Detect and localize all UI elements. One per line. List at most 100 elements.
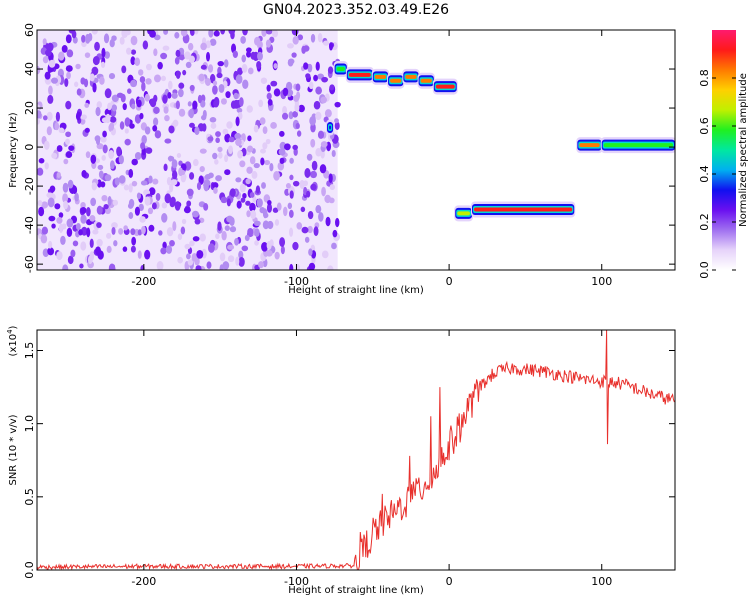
noise-speckle xyxy=(207,243,215,253)
noise-speckle xyxy=(237,67,243,76)
noise-speckle xyxy=(239,183,246,193)
noise-speckle xyxy=(321,250,329,259)
noise-speckle xyxy=(240,133,246,140)
spectral-band xyxy=(371,68,390,85)
noise-speckle xyxy=(81,34,86,43)
noise-speckle xyxy=(273,170,280,181)
noise-speckle xyxy=(235,74,243,84)
spectral-band xyxy=(333,61,348,78)
noise-speckle xyxy=(149,98,157,108)
noise-speckle xyxy=(292,36,299,45)
noise-speckle xyxy=(100,181,106,188)
noise-speckle xyxy=(289,89,294,96)
noise-speckle xyxy=(189,84,195,92)
noise-speckle xyxy=(194,256,200,266)
noise-speckle xyxy=(164,193,172,204)
noise-speckle xyxy=(241,63,248,73)
noise-speckle xyxy=(65,151,73,159)
noise-speckle xyxy=(261,30,267,37)
noise-speckle xyxy=(49,185,56,193)
noise-speckle xyxy=(334,121,340,130)
noise-speckle xyxy=(163,30,169,35)
spectrogram-y-tick-label: -40 xyxy=(23,216,36,234)
noise-speckle xyxy=(265,39,272,48)
noise-speckle xyxy=(296,91,301,100)
noise-speckle xyxy=(162,241,167,250)
noise-speckle xyxy=(247,135,252,142)
noise-speckle xyxy=(116,92,124,98)
noise-speckle xyxy=(134,206,140,216)
noise-speckle xyxy=(310,183,317,191)
noise-speckle xyxy=(144,126,151,135)
noise-speckle xyxy=(147,207,154,215)
noise-speckle xyxy=(96,238,103,247)
noise-speckle xyxy=(84,102,90,108)
noise-speckle xyxy=(308,81,314,90)
noise-speckle xyxy=(58,127,65,134)
noise-speckle xyxy=(62,264,69,270)
noise-speckle xyxy=(136,99,142,108)
noise-speckle xyxy=(263,212,269,218)
spectral-band xyxy=(326,119,335,136)
noise-speckle xyxy=(289,209,294,218)
noise-speckle xyxy=(175,100,180,110)
noise-speckle xyxy=(116,146,122,156)
spectrogram-x-tick-label: -100 xyxy=(284,275,309,288)
noise-speckle xyxy=(320,96,328,104)
noise-speckle xyxy=(108,73,116,80)
noise-speckle xyxy=(86,227,91,238)
noise-speckle xyxy=(92,229,99,235)
noise-speckle xyxy=(106,245,112,254)
noise-speckle xyxy=(118,228,124,235)
noise-speckle xyxy=(149,30,156,38)
noise-speckle xyxy=(253,220,261,227)
noise-speckle xyxy=(239,97,244,107)
noise-speckle xyxy=(170,196,176,206)
noise-speckle xyxy=(308,248,313,256)
noise-speckle xyxy=(223,59,229,68)
noise-speckle xyxy=(42,56,49,64)
noise-speckle xyxy=(109,122,115,131)
noise-speckle xyxy=(46,126,52,136)
noise-speckle xyxy=(304,167,311,178)
noise-speckle xyxy=(80,207,87,214)
noise-speckle xyxy=(192,158,199,167)
noise-speckle xyxy=(74,81,79,88)
noise-speckle xyxy=(107,196,112,206)
colorbar-gradient xyxy=(712,30,736,270)
noise-speckle xyxy=(125,30,131,36)
noise-speckle xyxy=(65,34,72,44)
noise-speckle xyxy=(282,112,289,120)
noise-speckle xyxy=(246,166,253,174)
noise-speckle xyxy=(67,255,74,265)
noise-speckle xyxy=(124,128,129,134)
noise-speckle xyxy=(262,126,268,134)
noise-speckle xyxy=(171,170,178,180)
noise-speckle xyxy=(335,217,340,228)
snr-series-line xyxy=(37,330,675,570)
noise-speckle xyxy=(292,144,298,150)
colorbar-tick-label: 0.8 xyxy=(698,69,711,87)
noise-speckle xyxy=(129,123,135,129)
noise-speckle xyxy=(56,171,61,178)
noise-speckle xyxy=(80,214,87,224)
noise-speckle xyxy=(95,246,101,256)
noise-speckle xyxy=(273,63,278,69)
noise-speckle xyxy=(137,250,142,259)
noise-speckle xyxy=(152,117,159,127)
spectral-band xyxy=(576,137,603,154)
noise-speckle xyxy=(328,173,333,184)
noise-speckle xyxy=(273,88,281,97)
noise-speckle xyxy=(74,192,79,202)
noise-speckle xyxy=(163,163,168,172)
noise-speckle xyxy=(212,182,219,189)
noise-speckle xyxy=(54,203,61,210)
noise-speckle xyxy=(192,100,198,110)
noise-speckle xyxy=(208,30,214,38)
colorbar-tick-label: 0.0 xyxy=(698,261,711,279)
spectral-band xyxy=(417,72,435,89)
noise-speckle xyxy=(46,42,54,52)
noise-speckle xyxy=(188,108,195,119)
colorbar-tick-label: 0.6 xyxy=(698,117,711,135)
noise-speckle xyxy=(153,74,161,83)
